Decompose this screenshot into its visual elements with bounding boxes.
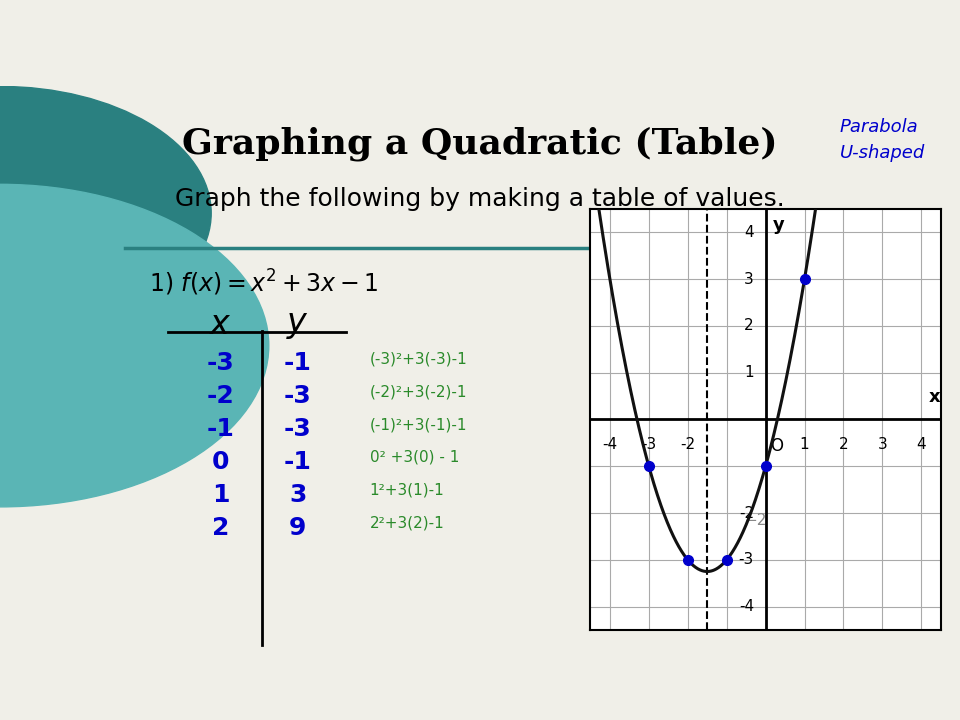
Text: 1: 1 [212, 482, 229, 507]
Text: Graph the following by making a table of values.: Graph the following by making a table of… [175, 187, 785, 211]
Text: -3: -3 [284, 384, 311, 408]
Circle shape [0, 86, 211, 340]
Circle shape [0, 184, 269, 507]
Text: $\mathbf{\mathit{y}}$: $\mathbf{\mathit{y}}$ [286, 308, 309, 341]
Text: 4: 4 [917, 437, 926, 452]
Text: 0: 0 [212, 450, 229, 474]
Text: (-3)²+3(-3)-1: (-3)²+3(-3)-1 [370, 351, 468, 366]
Text: 0² +3(0) - 1: 0² +3(0) - 1 [370, 450, 459, 465]
Text: (-1)²+3(-1)-1: (-1)²+3(-1)-1 [370, 417, 468, 432]
Text: U-shaped: U-shaped [840, 144, 925, 162]
Text: 2: 2 [839, 437, 849, 452]
Text: -2: -2 [681, 437, 695, 452]
Text: (-2)²+3(-2)-1: (-2)²+3(-2)-1 [370, 384, 468, 399]
Text: 2: 2 [212, 516, 229, 539]
Text: -3: -3 [207, 351, 234, 375]
Text: -1: -1 [283, 450, 312, 474]
Text: -2: -2 [207, 384, 234, 408]
Text: 2: 2 [744, 318, 754, 333]
Text: x: x [929, 388, 941, 406]
Text: -3: -3 [284, 417, 311, 441]
Text: -4: -4 [602, 437, 617, 452]
Text: $\mathbf{\mathit{x}}$: $\mathbf{\mathit{x}}$ [209, 308, 232, 341]
Text: Graphing a Quadratic (Table): Graphing a Quadratic (Table) [182, 127, 778, 161]
Text: 2²+3(2)-1: 2²+3(2)-1 [370, 516, 444, 531]
Text: -1: -1 [206, 417, 235, 441]
Text: Parabola: Parabola [840, 118, 919, 136]
Text: -3: -3 [641, 437, 657, 452]
Text: -4: -4 [739, 599, 754, 614]
Text: 1) $f(x) = x^2 + 3x - 1$: 1) $f(x) = x^2 + 3x - 1$ [149, 268, 378, 298]
Text: y: y [773, 216, 784, 234]
Text: 3: 3 [877, 437, 887, 452]
Text: O: O [770, 437, 783, 455]
Text: −2: −2 [744, 513, 767, 528]
Text: 3: 3 [744, 271, 754, 287]
Text: -1: -1 [283, 351, 312, 375]
Text: -3: -3 [738, 552, 754, 567]
Text: 1²+3(1)-1: 1²+3(1)-1 [370, 482, 444, 498]
Text: 1: 1 [744, 365, 754, 380]
Text: -2: -2 [739, 505, 754, 521]
Text: 4: 4 [744, 225, 754, 240]
Text: 9: 9 [289, 516, 306, 539]
Text: 3: 3 [289, 482, 306, 507]
Text: 1: 1 [800, 437, 809, 452]
